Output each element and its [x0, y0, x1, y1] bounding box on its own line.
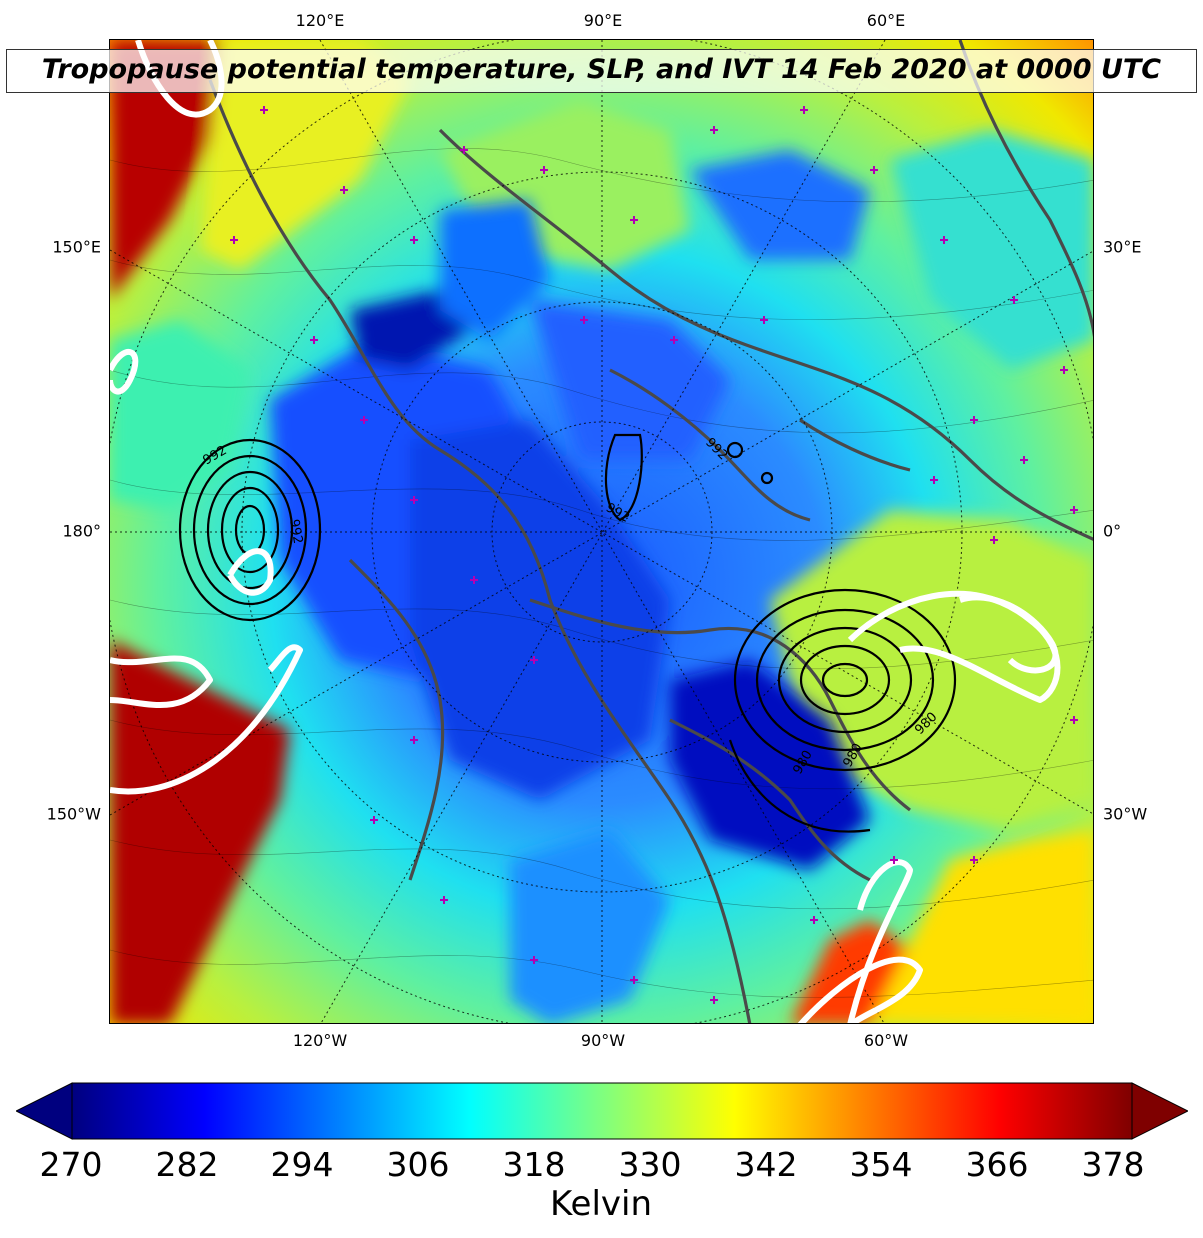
colorbar-tick: 366: [965, 1145, 1029, 1184]
colorbar-tick: 282: [155, 1145, 219, 1184]
colorbar-tick: 330: [618, 1145, 682, 1184]
colorbar-tick: 342: [734, 1145, 798, 1184]
colorbar-tick: 306: [386, 1145, 450, 1184]
map-canvas: 992 992 992 980 980 980 992: [110, 40, 1093, 1023]
coord-label-bottom: 120°W: [292, 1031, 348, 1050]
colorbar-tick: 378: [1081, 1145, 1145, 1184]
coord-label-top: 60°E: [866, 11, 906, 30]
colorbar: [16, 1082, 1188, 1140]
graticule: [110, 40, 1093, 1023]
colorbar-extend-max: [1131, 1082, 1188, 1140]
coord-label-left: 150°W: [46, 804, 101, 824]
ivt-contours: [110, 40, 1061, 1023]
colorbar-label: Kelvin: [549, 1184, 653, 1224]
coord-label-right: 30°W: [1103, 804, 1148, 824]
colorbar-tick: 294: [270, 1145, 334, 1184]
theta-contour-texture: [110, 148, 1093, 998]
coord-label-right: 0°: [1103, 521, 1122, 541]
coord-label-bottom: 60°W: [863, 1031, 909, 1050]
colorbar-gradient: [71, 1082, 1133, 1140]
coord-label-top: 120°E: [295, 11, 345, 30]
colorbar-tick: 354: [849, 1145, 913, 1184]
map-panel: 992 992 992 980 980 980 992: [109, 39, 1094, 1024]
map-title: Tropopause potential temperature, SLP, a…: [6, 49, 1197, 93]
coord-label-right: 30°E: [1103, 237, 1142, 257]
coord-label-left: 180°: [62, 521, 101, 541]
slp-label: 992: [286, 518, 305, 545]
colorbar-tick: 318: [502, 1145, 566, 1184]
coord-label-top: 90°E: [583, 11, 623, 30]
coord-label-bottom: 90°W: [580, 1031, 626, 1050]
slp-contours: [178, 433, 957, 833]
station-markers: [230, 106, 1078, 1004]
coord-label-left: 150°E: [52, 237, 101, 257]
coastlines: [208, 40, 1093, 1023]
colorbar-extend-min: [16, 1082, 73, 1140]
colorbar-tick: 270: [39, 1145, 103, 1184]
